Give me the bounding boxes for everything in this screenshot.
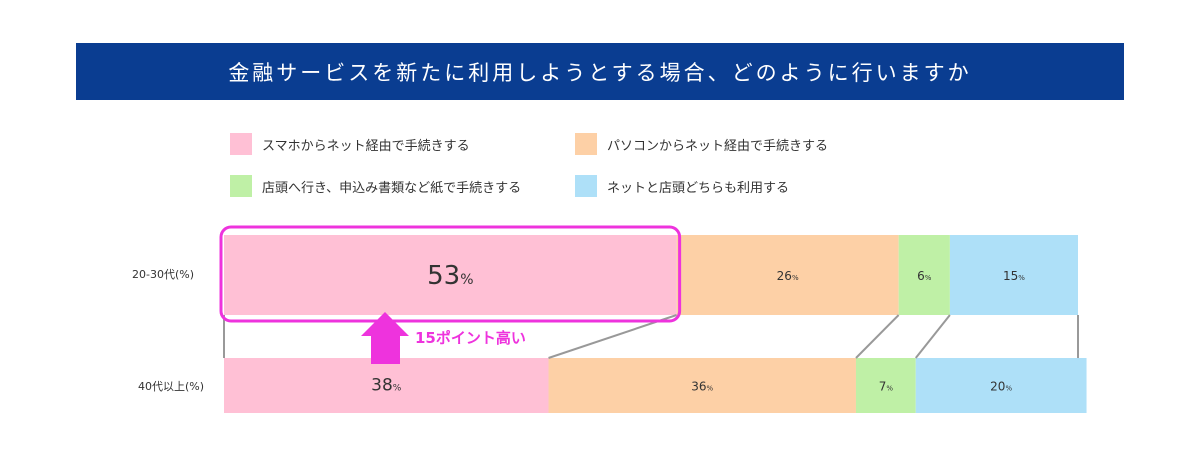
- bar-segment-r1-s1: [548, 358, 856, 413]
- legend-label-both: ネットと店頭どちらも利用する: [607, 180, 790, 196]
- row-label-20-30: 20-30代(%): [132, 268, 194, 281]
- legend-swatch-both: [575, 175, 597, 197]
- legend-swatch-smartphone: [230, 133, 252, 155]
- highlight-box: [219, 225, 682, 323]
- connector-line-3: [914, 314, 951, 359]
- value-label-r1-s3: 20%: [990, 380, 1012, 394]
- value-label-r1-s1: 36%: [691, 380, 713, 394]
- legend-item-store: 店頭へ行き、申込み書類など紙で手続きする: [230, 175, 521, 197]
- legend-item-pc: パソコンからネット経由で手続きする: [575, 133, 828, 155]
- up-arrow-icon: [361, 312, 409, 364]
- legend-label-pc: パソコンからネット経由で手続きする: [607, 138, 829, 154]
- annotation-text: 15ポイント高い: [415, 329, 526, 347]
- connector-line-2: [855, 314, 900, 359]
- bar-segment-r1-s2: [855, 358, 916, 413]
- bar-segment-r1-s0: [224, 358, 549, 413]
- value-label-r0-s2: 6%: [917, 269, 932, 283]
- bar-segment-r0-s1: [676, 235, 899, 315]
- bar-segment-r0-s0: [224, 235, 677, 315]
- legend-item-smartphone: スマホからネット経由で手続きする: [230, 133, 470, 155]
- chart-title: 金融サービスを新たに利用しようとする場合、どのように行いますか: [76, 43, 1124, 100]
- legend: スマホからネット経由で手続きする パソコンからネット経由で手続きする 店頭へ行き…: [230, 133, 930, 203]
- legend-swatch-store: [230, 175, 252, 197]
- legend-swatch-pc: [575, 133, 597, 155]
- legend-label-store: 店頭へ行き、申込み書類など紙で手続きする: [262, 180, 522, 196]
- value-label-r1-s0: 38%: [371, 376, 402, 396]
- value-label-r0-s3: 15%: [1003, 269, 1025, 283]
- row-label-40-plus: 40代以上(%): [138, 380, 205, 393]
- value-label-r0-s1: 26%: [777, 269, 799, 283]
- value-label-r0-s0: 53%: [427, 261, 473, 291]
- bar-segment-r1-s3: [915, 358, 1087, 413]
- bar-segment-r0-s2: [898, 235, 950, 315]
- value-label-r1-s2: 7%: [879, 380, 894, 394]
- legend-item-both: ネットと店頭どちらも利用する: [575, 175, 789, 197]
- bar-segment-r0-s3: [949, 235, 1078, 315]
- legend-label-smartphone: スマホからネット経由で手続きする: [262, 138, 470, 154]
